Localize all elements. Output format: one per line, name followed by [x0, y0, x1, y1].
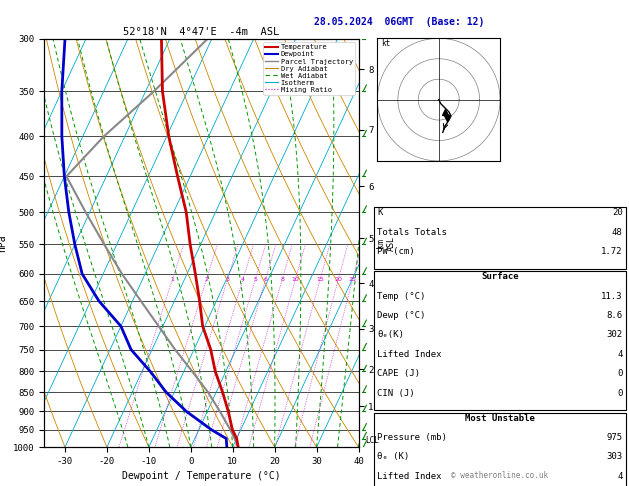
Text: Dewp (°C): Dewp (°C): [377, 311, 426, 320]
Text: 0: 0: [617, 369, 623, 379]
Text: Lifted Index: Lifted Index: [377, 472, 442, 481]
Text: Lifted Index: Lifted Index: [377, 350, 442, 359]
Y-axis label: km
ASL: km ASL: [376, 236, 396, 250]
Text: Temp (°C): Temp (°C): [377, 292, 426, 301]
Text: LCL: LCL: [365, 436, 379, 445]
Text: Most Unstable: Most Unstable: [465, 414, 535, 423]
Text: 975: 975: [606, 433, 623, 442]
Text: © weatheronline.co.uk: © weatheronline.co.uk: [452, 471, 548, 480]
Legend: Temperature, Dewpoint, Parcel Trajectory, Dry Adiabat, Wet Adiabat, Isotherm, Mi: Temperature, Dewpoint, Parcel Trajectory…: [264, 42, 355, 95]
Text: Pressure (mb): Pressure (mb): [377, 433, 447, 442]
Text: 6: 6: [264, 277, 267, 282]
Text: CIN (J): CIN (J): [377, 389, 415, 398]
Text: CAPE (J): CAPE (J): [377, 369, 420, 379]
Text: 8.6: 8.6: [606, 311, 623, 320]
Text: K: K: [377, 208, 383, 218]
Text: 4: 4: [241, 277, 245, 282]
Text: 4: 4: [617, 350, 623, 359]
Text: 15: 15: [316, 277, 324, 282]
Text: 302: 302: [606, 330, 623, 340]
Text: 20: 20: [612, 208, 623, 218]
Text: 1: 1: [170, 277, 174, 282]
Text: 2: 2: [204, 277, 208, 282]
Text: 11.3: 11.3: [601, 292, 623, 301]
Text: 25: 25: [348, 277, 357, 282]
Text: 1.72: 1.72: [601, 247, 623, 257]
Title: 52°18'N  4°47'E  -4m  ASL: 52°18'N 4°47'E -4m ASL: [123, 27, 279, 37]
Text: 303: 303: [606, 452, 623, 462]
Text: 5: 5: [253, 277, 257, 282]
Y-axis label: hPa: hPa: [0, 234, 8, 252]
Text: 8: 8: [280, 277, 284, 282]
Text: 0: 0: [617, 389, 623, 398]
Text: Totals Totals: Totals Totals: [377, 228, 447, 237]
X-axis label: Dewpoint / Temperature (°C): Dewpoint / Temperature (°C): [122, 471, 281, 482]
Text: 3: 3: [225, 277, 230, 282]
Text: θₑ(K): θₑ(K): [377, 330, 404, 340]
Text: 20: 20: [335, 277, 342, 282]
Text: PW (cm): PW (cm): [377, 247, 415, 257]
Text: 10: 10: [291, 277, 299, 282]
Text: Surface: Surface: [481, 272, 519, 281]
Text: 4: 4: [617, 472, 623, 481]
Text: θₑ (K): θₑ (K): [377, 452, 409, 462]
Text: kt: kt: [381, 39, 391, 49]
Text: 28.05.2024  06GMT  (Base: 12): 28.05.2024 06GMT (Base: 12): [314, 17, 484, 27]
Text: 48: 48: [612, 228, 623, 237]
